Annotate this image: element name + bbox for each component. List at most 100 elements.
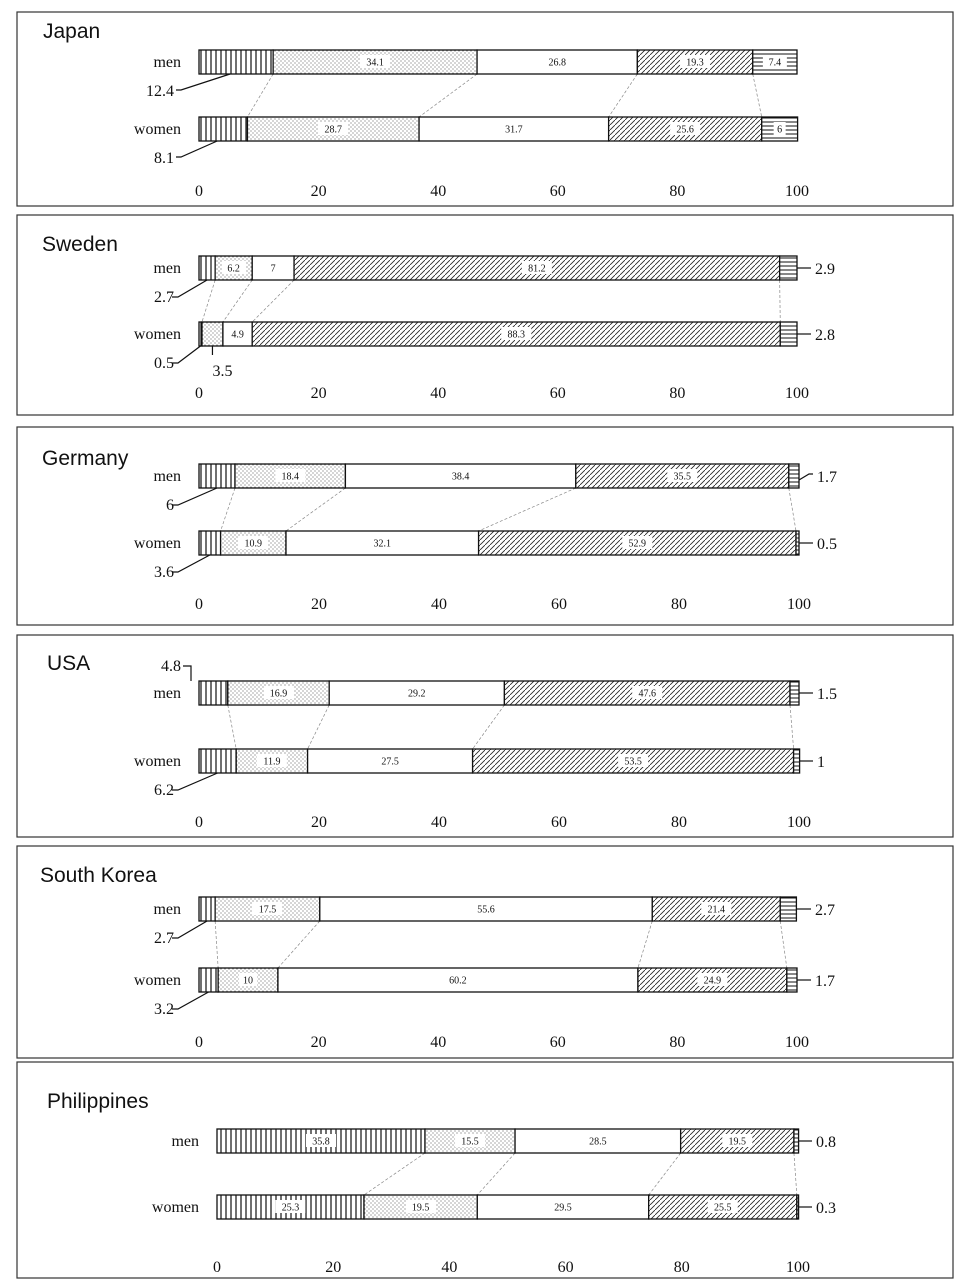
leader-line [176,73,231,91]
outside-value-label: 2.7 [797,902,835,919]
outside-value-text: 2.7 [154,289,174,306]
outside-value-text: 1.7 [815,973,835,990]
outside-value-label: 2.8 [797,327,835,344]
x-tick-label: 40 [430,1034,446,1051]
panel-germany: Germany 0 20 40 60 80 100 men 18.4 38.4 35.5 women 1… [16,426,954,626]
outside-value-text: 0.3 [816,1200,836,1217]
x-tick-label: 60 [550,1034,566,1051]
x-tick-label: 60 [551,814,567,831]
bar-row-women: women 10 60.2 24.9 [134,967,798,993]
bar-segment [752,49,798,75]
segment-label-bg [701,902,732,915]
segment-label-bg [632,686,663,699]
segment-label-bg [547,1200,578,1213]
segment-connector [779,279,781,323]
segment-label-bg [375,754,406,767]
outside-value-text: 2.7 [815,902,835,919]
x-tick-label: 60 [551,596,567,613]
outside-value-label: 1.5 [799,686,837,703]
segment-value-label: 34.1 [366,58,384,69]
bar-row-women: women 4.9 88.3 [134,321,798,347]
x-tick-label: 60 [550,183,566,200]
bar-row-men: men 35.8 15.5 28.5 19.5 [171,1128,800,1154]
segment-connector [201,279,216,323]
bar-segment [198,255,216,281]
x-tick-label: 40 [431,596,447,613]
segment-value-label: 19.5 [412,1203,430,1214]
outside-value-label: 3.6 [154,554,211,581]
leader-line [172,920,208,939]
x-tick-label: 60 [558,1259,574,1276]
segment-value-label: 7 [271,264,276,275]
x-tick-label: 20 [325,1259,341,1276]
segment-value-label: 53.5 [624,757,642,768]
panel-title: Germany [42,447,129,470]
bar-row-men: men 17.5 55.6 21.4 [153,896,798,922]
outside-value-label: 2.9 [797,261,835,278]
segment-value-label: 52.9 [629,539,647,550]
bar-segment [788,463,800,489]
segment-value-label: 26.8 [548,58,566,69]
leader-line [176,140,218,158]
segment-label-bg [680,55,711,68]
segment-connector [648,1152,681,1196]
leader-line [172,487,218,506]
segment-label-bg [667,469,698,482]
bar-segment [575,463,790,489]
segment-value-label: 19.3 [686,58,704,69]
x-tick-label: 20 [311,596,327,613]
x-tick-label: 100 [786,1259,810,1276]
x-tick-label: 0 [213,1259,221,1276]
segment-value-label: 35.8 [312,1137,330,1148]
segment-value-label: 25.6 [676,125,694,136]
segment-connector [789,704,794,750]
bar-row-men: men 16.9 29.2 47.6 [153,680,800,706]
bar-segment [792,748,801,774]
segment-label-bg [582,1134,613,1147]
segment-label-bg [238,536,269,549]
row-label: women [134,326,181,343]
segment-value-label: 17.5 [259,905,277,916]
x-tick-label: 20 [311,183,327,200]
segment-value-label: 28.7 [325,125,343,136]
segment-connector [472,704,505,750]
segment-connector [214,920,219,969]
outside-value-text: 4.8 [161,658,181,675]
outside-value-text: 1 [817,754,825,771]
segment-connector [752,73,763,118]
bar-segment [198,116,249,142]
bar-segment [198,680,229,706]
segment-value-label: 28.5 [589,1137,607,1148]
bar-segment [227,680,330,706]
outside-value-text: 12.4 [146,83,174,100]
leader-line [172,279,208,298]
bar-row-men: men 6.2 7 81.2 [153,255,798,281]
segment-value-label: 32.1 [374,539,392,550]
outside-value-label: 0.5 [154,345,201,372]
segment-connector [418,73,478,118]
panel-frame [16,845,954,1059]
outside-value-label: 6.2 [154,772,218,799]
outside-value-text: 1.7 [817,469,837,486]
segment-connector [363,1152,426,1196]
segment-label-bg [367,536,398,549]
outside-value-label: 3.5 [211,346,232,380]
segment-connector [793,1152,798,1196]
bar-row-men: men 34.1 26.8 19.3 7.4 [153,49,798,75]
outside-value-label: 2.7 [154,920,208,947]
x-tick-label: 0 [195,183,203,200]
segment-label-bg [225,327,250,340]
segment-value-label: 25.5 [714,1203,732,1214]
segment-label-bg [401,686,432,699]
segment-label-bg [697,973,728,986]
segment-connector [277,920,321,969]
segment-value-label: 27.5 [381,757,399,768]
panel-frame [16,1061,954,1279]
outside-value-label: 2.7 [154,279,208,306]
x-tick-label: 0 [195,814,203,831]
segment-connector [220,487,236,532]
segment-label-bg [267,261,280,274]
segment-connector [478,487,576,532]
segment-value-label: 6 [777,125,782,136]
